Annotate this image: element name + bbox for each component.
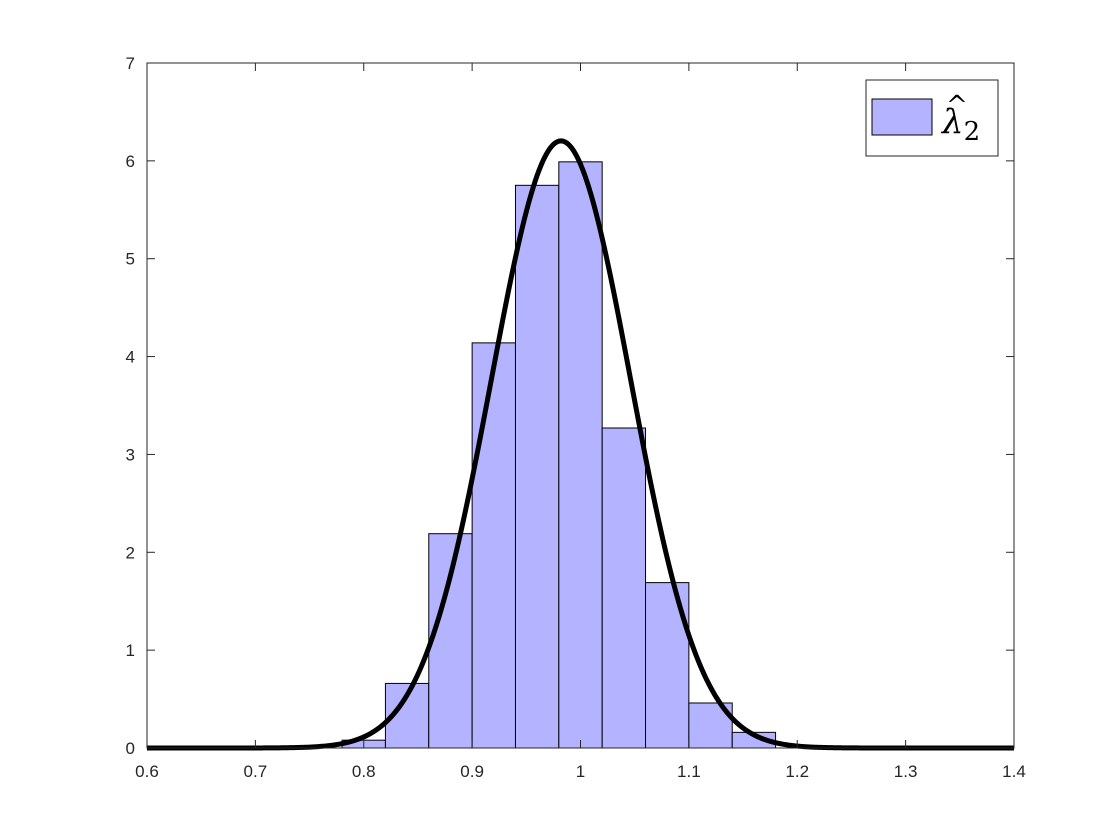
y-tick-label: 3 bbox=[126, 445, 135, 464]
legend-subscript: 2 bbox=[964, 117, 981, 147]
x-tick-label: 1.1 bbox=[677, 762, 701, 781]
x-tick-label: 1 bbox=[576, 762, 585, 781]
x-tick-label: 0.7 bbox=[244, 762, 268, 781]
legend: λ2 ^ bbox=[865, 79, 999, 157]
y-tick-label: 1 bbox=[126, 641, 135, 660]
x-tick-label: 1.2 bbox=[785, 762, 809, 781]
legend-swatch bbox=[871, 98, 933, 136]
x-tick-label: 0.8 bbox=[352, 762, 376, 781]
x-tick-label: 1.3 bbox=[894, 762, 918, 781]
x-tick-label: 1.4 bbox=[1002, 762, 1026, 781]
legend-hat: ^ bbox=[946, 91, 968, 121]
y-tick-label: 7 bbox=[126, 54, 135, 73]
histogram-bar bbox=[514, 184, 560, 749]
y-tick-label: 5 bbox=[126, 250, 135, 269]
x-axis-ticks: 0.6 0.7 0.8 0.9 1 1.1 1.2 1.3 1.4 bbox=[135, 63, 1026, 781]
y-axis-ticks: 0 1 2 3 4 5 6 7 bbox=[126, 54, 1014, 758]
y-tick-label: 2 bbox=[126, 543, 135, 562]
histogram-bar bbox=[471, 342, 516, 749]
legend-label: λ2 bbox=[940, 102, 980, 147]
y-tick-label: 6 bbox=[126, 152, 135, 171]
x-tick-label: 0.6 bbox=[135, 762, 159, 781]
y-tick-label: 4 bbox=[126, 348, 135, 367]
histogram-bar bbox=[601, 427, 647, 749]
y-tick-label: 0 bbox=[126, 739, 135, 758]
histogram-bar bbox=[558, 161, 603, 749]
legend-symbol: λ bbox=[940, 102, 964, 142]
x-tick-label: 0.9 bbox=[460, 762, 484, 781]
